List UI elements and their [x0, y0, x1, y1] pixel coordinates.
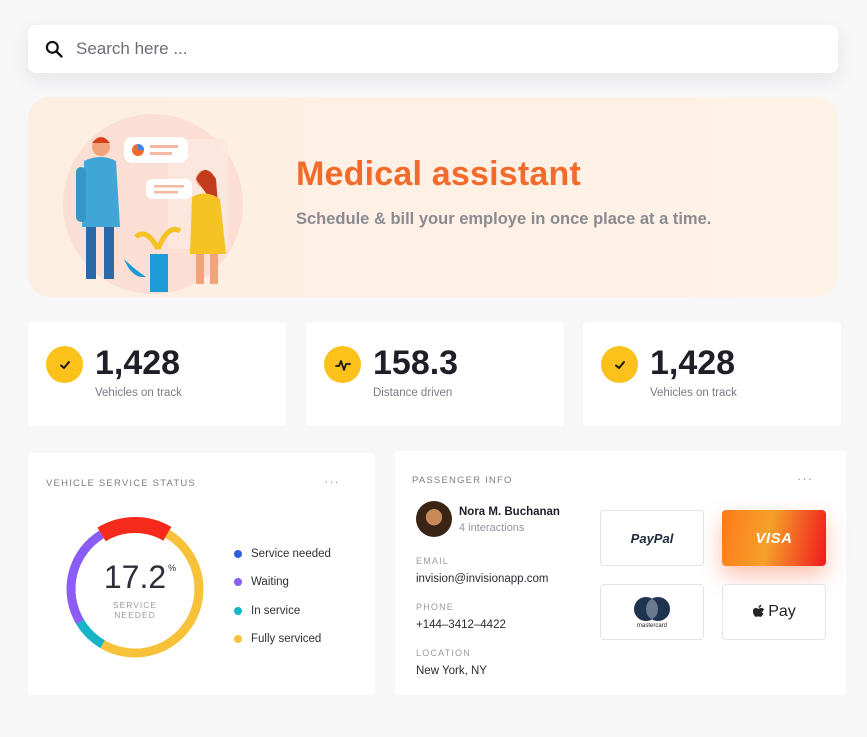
stat-value: 158.3 [373, 344, 459, 382]
legend-label: Waiting [251, 576, 289, 589]
donut-value-number: 17.2 [103, 558, 167, 595]
legend-item: In service [234, 597, 331, 625]
legend-item: Waiting [234, 568, 331, 596]
check-icon [601, 346, 638, 383]
legend-label: In service [251, 604, 301, 617]
stat-label: Vehicles on track [95, 387, 182, 399]
stat-card-distance: 158.3 Distance driven [306, 322, 564, 426]
applepay-label: Pay [768, 603, 796, 620]
card-title: VEHICLE SERVICE STATUS [46, 478, 196, 489]
visa-logo: VISA [755, 529, 793, 547]
hero-title: Medical assistant [296, 155, 581, 193]
location-label: LOCATION [416, 648, 471, 658]
donut-segment-in-service [76, 619, 106, 649]
hero-banner: Medical assistant Schedule & bill your e… [28, 97, 838, 297]
legend-dot [234, 578, 242, 587]
more-menu-icon[interactable]: ··· [797, 471, 813, 486]
email-label: EMAIL [416, 556, 450, 566]
visa-option[interactable]: VISA [722, 510, 826, 566]
donut-segment-waiting [66, 530, 105, 625]
passenger-info-card: PASSENGER INFO ··· Nora M. Buchanan 4 in… [395, 451, 846, 695]
legend-dot [234, 550, 242, 559]
stat-label: Vehicles on track [650, 387, 737, 399]
service-donut-chart [66, 517, 204, 658]
mastercard-icon [634, 596, 670, 621]
location-value: New York, NY [416, 665, 487, 677]
card-title: PASSENGER INFO [412, 475, 513, 486]
medical-team-illustration [63, 114, 243, 294]
search-bar[interactable] [28, 25, 838, 73]
mastercard-option[interactable]: mastercard [600, 584, 704, 640]
activity-icon [324, 346, 361, 383]
passenger-name: Nora M. Buchanan [459, 506, 560, 518]
passenger-interactions: 4 interactions [459, 522, 525, 534]
email-value: invision@invisionapp.com [416, 573, 549, 585]
legend-label: Service needed [251, 548, 331, 561]
search-icon [45, 40, 63, 58]
avatar [416, 501, 452, 537]
paypal-logo: PayPal [630, 530, 674, 546]
search-input[interactable] [76, 39, 776, 59]
donut-center: 17.2% SERVICE NEEDED [63, 516, 207, 662]
hero-subtitle: Schedule & bill your employe in once pla… [296, 210, 712, 228]
applepay-option[interactable]: Pay [722, 584, 826, 640]
legend-label: Fully serviced [251, 633, 322, 646]
stat-value: 1,428 [650, 344, 736, 382]
legend-dot [234, 606, 242, 615]
more-menu-icon[interactable]: ··· [324, 474, 340, 489]
stat-card-vehicles-2: 1,428 Vehicles on track [583, 322, 841, 426]
chart-legend: Service needed Waiting In service Fully … [234, 540, 331, 653]
donut-value-unit: % [168, 562, 177, 573]
apple-icon [753, 604, 765, 617]
paypal-option[interactable]: PayPal [600, 510, 704, 566]
applepay-logo: Pay [752, 603, 796, 621]
stat-label: Distance driven [373, 387, 453, 399]
vehicle-service-card: VEHICLE SERVICE STATUS ··· 17.2% SERVICE… [28, 453, 375, 695]
donut-caption: SERVICE NEEDED [112, 599, 158, 620]
phone-label: PHONE [416, 602, 455, 612]
legend-item: Service needed [234, 540, 331, 568]
donut-value: 17.2% [103, 558, 176, 596]
mastercard-label: mastercard [636, 622, 667, 629]
legend-dot [234, 635, 242, 644]
stat-card-vehicles: 1,428 Vehicles on track [28, 322, 286, 426]
phone-value: +144–3412–4422 [416, 619, 506, 631]
check-icon [46, 346, 83, 383]
donut-segment-fully-serviced [100, 529, 204, 658]
donut-segment-service-needed [97, 517, 172, 542]
legend-item: Fully serviced [234, 625, 331, 653]
stat-value: 1,428 [95, 344, 181, 382]
